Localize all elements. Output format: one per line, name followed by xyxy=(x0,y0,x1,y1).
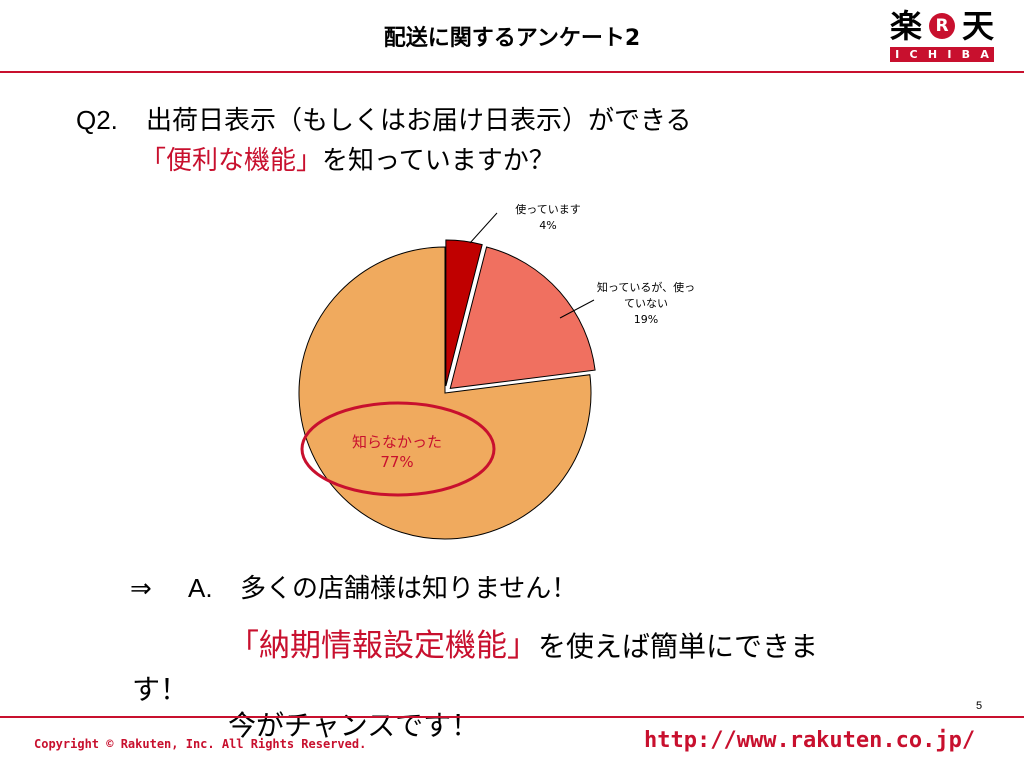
slice-value-label: 19% xyxy=(634,313,658,326)
answer-text: 多くの店舗様は知りません！ xyxy=(240,574,578,604)
pie-slice xyxy=(445,239,483,387)
slide-title: 配送に関するアンケート2 xyxy=(383,26,641,51)
slice-value-label: 4% xyxy=(539,219,556,232)
logo-letter: H xyxy=(927,48,938,61)
question-number: Q2. xyxy=(76,105,118,135)
slice-category-label: 知っているが、使っ xyxy=(597,280,695,294)
question-text: 出荷日表示（もしくはお届け日表示）ができる xyxy=(146,106,692,136)
feature-line-wrap: す！ xyxy=(132,673,189,706)
logo-letter: I xyxy=(947,48,952,61)
logo-letter: A xyxy=(980,48,989,61)
logo-kanji-ten: 天 xyxy=(961,7,994,45)
footer-rule xyxy=(0,716,1024,718)
feature-line: 「納期情報設定機能」を使えば簡単にできま xyxy=(228,620,818,665)
feature-rest: を使えば簡単にできま xyxy=(538,630,819,663)
question-line-2: 「便利な機能」を知っていますか？ xyxy=(140,140,555,177)
logo-r-mark: R xyxy=(929,13,955,39)
highlight-ellipse xyxy=(300,401,496,497)
header-rule xyxy=(0,71,1024,73)
slice-category-label: 使っています xyxy=(515,203,580,216)
chance-line: 今がチャンスです！ xyxy=(228,709,480,742)
slice-category-label: ていない xyxy=(624,297,668,310)
arrow-symbol: ⇒ xyxy=(130,574,152,604)
feature-highlight: 「納期情報設定機能」 xyxy=(228,628,538,664)
rakuten-ichiba-logo: 楽 R 天 I C H I B A xyxy=(890,8,994,64)
footer-url[interactable]: http://www.rakuten.co.jp/ xyxy=(644,728,976,753)
pie-slice xyxy=(449,246,596,389)
slice-value-label: 77% xyxy=(380,453,413,471)
answer-label: A. xyxy=(188,573,213,603)
answer-line: ⇒ A. 多くの店舗様は知りません！ xyxy=(130,568,577,605)
label-leader-line xyxy=(469,212,498,244)
question-line-1: Q2. 出荷日表示（もしくはお届け日表示）ができる xyxy=(76,100,691,137)
logo-letter: C xyxy=(909,48,918,61)
logo-letter: I xyxy=(895,48,900,61)
label-leader-line xyxy=(559,299,595,319)
slice-category-label: 知らなかった xyxy=(352,433,442,451)
logo-letter: B xyxy=(961,48,971,61)
copyright-text: Copyright © Rakuten, Inc. All Rights Res… xyxy=(34,737,367,751)
question-highlight: 「便利な機能」 xyxy=(140,146,323,176)
logo-ichiba-bar: I C H I B A xyxy=(890,47,994,62)
page-number: 5 xyxy=(976,700,983,712)
question-rest: を知っていますか？ xyxy=(322,146,555,176)
logo-kanji-raku: 楽 xyxy=(890,7,923,45)
pie-slice xyxy=(298,246,592,540)
